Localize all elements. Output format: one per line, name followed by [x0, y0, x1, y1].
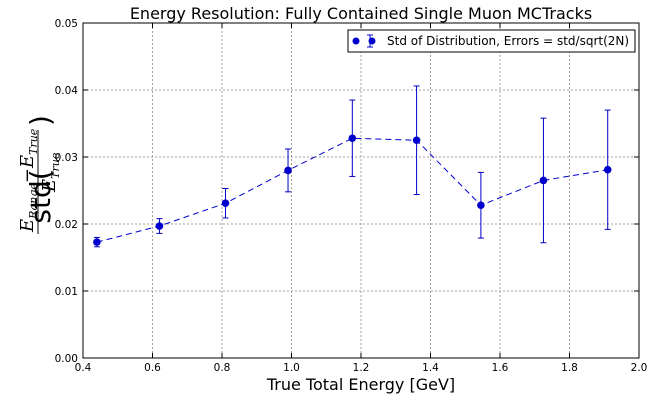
y-label-den-e: E	[39, 179, 60, 193]
data-point	[348, 134, 357, 143]
y-axis-label: std( .	[24, 160, 57, 223]
y-tick-label: 0.00	[55, 353, 78, 365]
x-axis-ticks: 0.4 0.6 0.8 1.0 1.2 1.4 1.6 1.8 2.0	[75, 23, 648, 374]
y-label-fraction: ERange−ETrue ETrue	[17, 128, 62, 234]
data-point	[539, 176, 548, 185]
grid	[83, 23, 639, 358]
svg-text:ERange−ETrue: ERange−ETrue	[17, 128, 40, 233]
x-tick-label: 1.0	[283, 362, 300, 374]
legend-box	[347, 29, 636, 53]
y-label-den-true: True	[49, 152, 62, 179]
y-tick-label: 0.02	[55, 219, 78, 231]
y-tick-label: 0.03	[55, 152, 78, 164]
x-tick-label: 1.8	[561, 362, 578, 374]
x-tick-label: 0.8	[214, 362, 231, 374]
legend: Std of Distribution, Errors = std/sqrt(2…	[347, 29, 636, 53]
svg-text:std( .: std( .	[24, 160, 57, 223]
y-tick-label: 0.04	[55, 85, 79, 97]
y-label-num-e: E	[17, 219, 38, 233]
x-tick-label: 0.4	[75, 362, 92, 374]
y-label-minus: −	[17, 168, 38, 183]
data-point	[412, 136, 421, 145]
data-point	[603, 165, 612, 174]
x-tick-label: 2.0	[631, 362, 648, 374]
data-point	[477, 201, 485, 210]
y-tick-label: 0.05	[55, 18, 78, 30]
legend-marker-point	[352, 37, 360, 45]
data-point	[284, 166, 292, 175]
y-label-num-true: True	[27, 128, 40, 155]
x-tick-label: 1.2	[353, 362, 370, 374]
x-tick-label: 1.6	[492, 362, 509, 374]
x-axis-label: True Total Energy [GeV]	[266, 375, 455, 394]
data-point	[93, 238, 101, 246]
y-label-prefix: std(	[24, 169, 57, 223]
y-label-suffix: )	[24, 115, 57, 126]
svg-text:ETrue: ETrue	[39, 152, 62, 193]
x-tick-label: 1.4	[422, 362, 439, 374]
x-tick-label: 0.6	[144, 362, 161, 374]
data-point	[221, 199, 230, 208]
y-tick-label: 0.01	[55, 286, 78, 298]
y-label-num-e2: E	[17, 155, 38, 169]
legend-entry-label: Std of Distribution, Errors = std/sqrt(2…	[387, 34, 629, 48]
chart-title: Energy Resolution: Fully Contained Singl…	[130, 4, 592, 23]
series	[93, 85, 612, 248]
svg-text:): )	[24, 115, 57, 126]
y-axis-ticks: 0.00 0.01 0.02 0.03 0.04 0.05	[55, 18, 639, 365]
y-axis-label-suffix-group: )	[24, 115, 57, 126]
data-point	[155, 222, 164, 230]
legend-marker-point-2	[368, 37, 376, 45]
y-label-num-range: Range	[27, 183, 40, 220]
